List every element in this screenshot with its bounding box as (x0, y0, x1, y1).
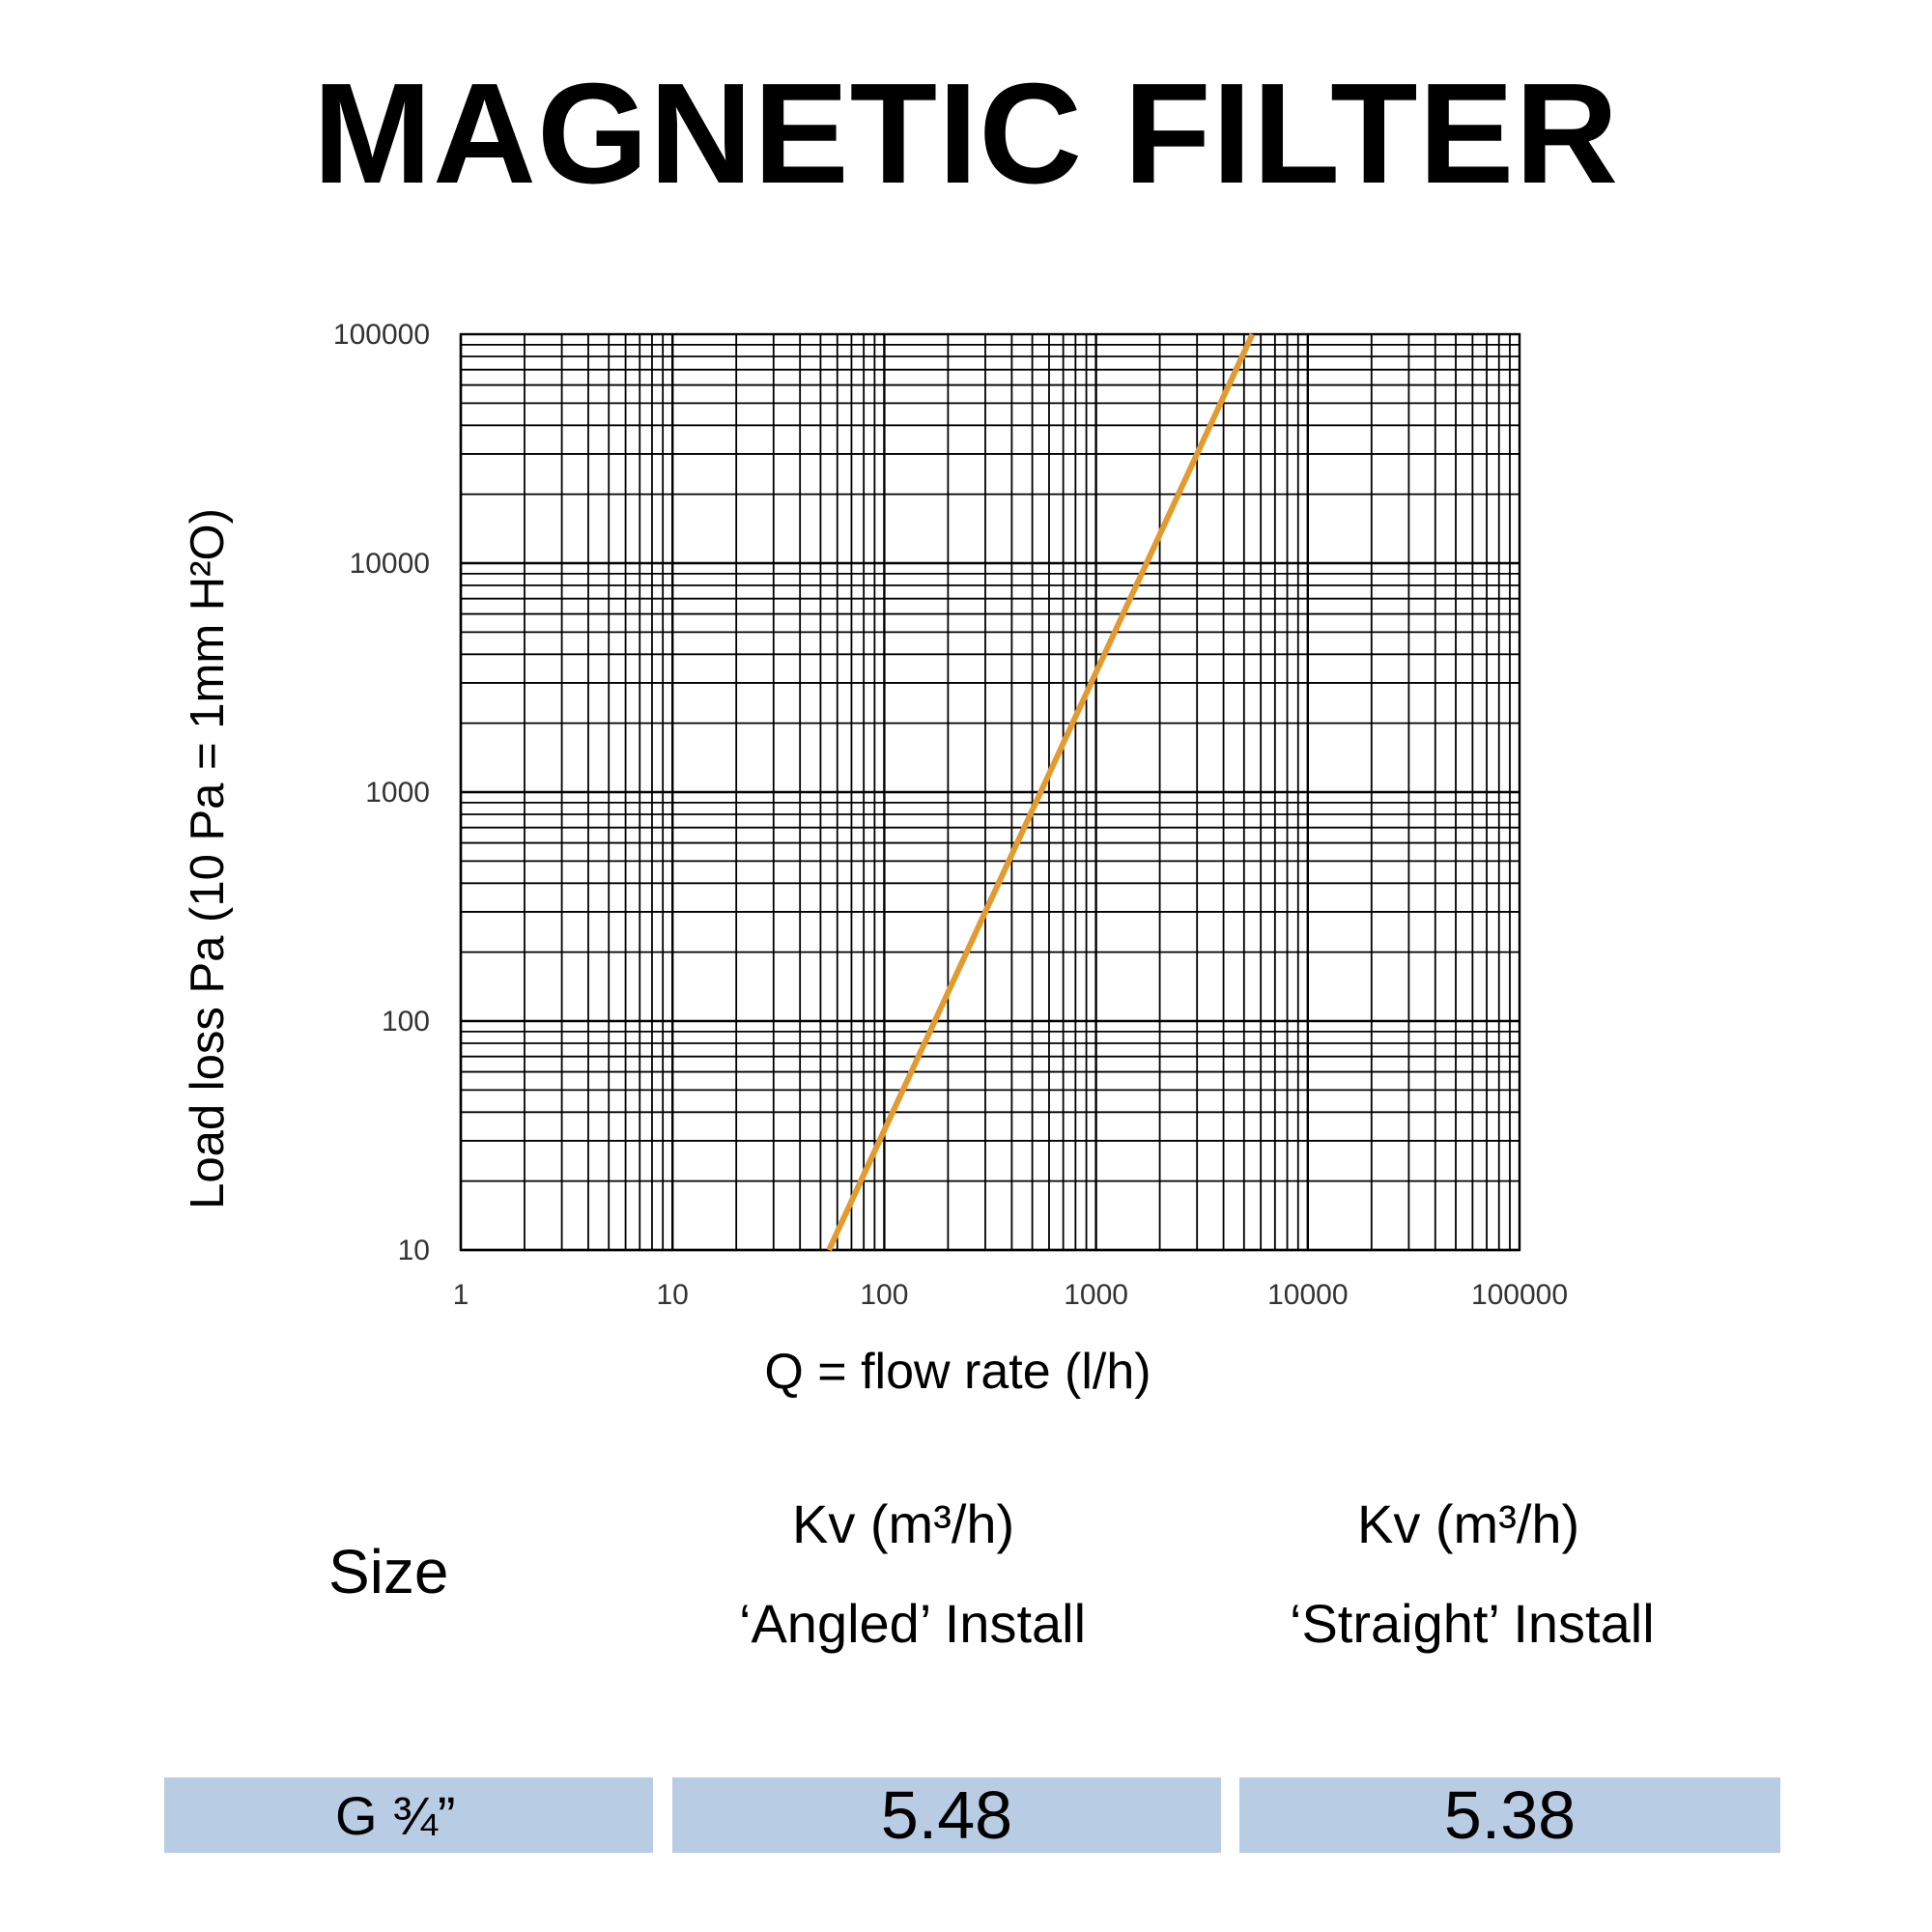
y-tick-label: 1000 (365, 777, 430, 809)
x-tick-label: 1 (453, 1279, 469, 1311)
angled-kv-value: 5.48 (880, 1777, 1013, 1853)
page-title: MAGNETIC FILTER (312, 54, 1620, 213)
size-cell: G ¾” (164, 1777, 653, 1853)
y-tick-label: 100000 (333, 319, 430, 351)
chart-grid (459, 332, 1521, 1252)
series-line (826, 332, 1256, 1252)
x-tick-label: 100 (860, 1279, 908, 1311)
chart-ticks: 1 10 100 1000 10000 100000 10 100 1000 10000 10000… (333, 319, 1568, 1311)
x-tick-label: 10000 (1267, 1279, 1348, 1311)
chart-series (826, 332, 1256, 1252)
angled-kv-cell: 5.48 (672, 1777, 1221, 1853)
y-tick-label: 10000 (350, 548, 430, 580)
y-tick-label: 10 (398, 1235, 430, 1266)
straight-kv-header: Kv (m³/h) (1357, 1493, 1580, 1554)
plot-border (459, 332, 1521, 1252)
x-axis-label: Q = flow rate (l/h) (764, 1344, 1151, 1400)
y-tick-label: 100 (382, 1006, 430, 1037)
x-tick-label: 1000 (1064, 1279, 1128, 1311)
straight-kv-value: 5.38 (1443, 1777, 1577, 1853)
size-header: Size (328, 1537, 449, 1606)
angled-install-header: ‘Angled’ Install (739, 1593, 1087, 1654)
size-value: G ¾” (335, 1784, 456, 1846)
straight-install-header: ‘Straight’ Install (1290, 1593, 1655, 1654)
y-axis-label: Load loss Pa (10 Pa = 1mm H²O) (182, 508, 234, 1209)
straight-kv-cell: 5.38 (1239, 1777, 1780, 1853)
x-tick-label: 100000 (1471, 1279, 1568, 1311)
x-tick-label: 10 (657, 1279, 689, 1311)
angled-kv-header: Kv (m³/h) (792, 1493, 1015, 1554)
